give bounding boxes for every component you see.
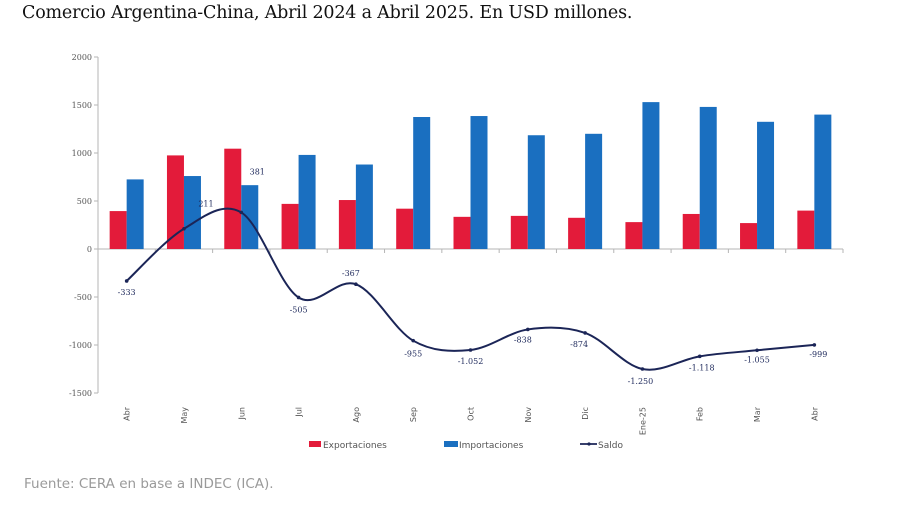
saldo-point <box>640 367 645 371</box>
bar-exportaciones <box>682 213 700 249</box>
saldo-data-label: -367 <box>342 269 360 278</box>
legend: Exportaciones Importaciones Saldo <box>309 441 623 451</box>
y-tick-label: -1000 <box>69 341 92 350</box>
saldo-data-label: -1.250 <box>628 377 654 386</box>
saldo-data-label: -1.052 <box>458 357 484 366</box>
bar-importaciones <box>241 185 259 249</box>
bar-importaciones <box>298 154 316 249</box>
bar-exportaciones <box>338 200 356 249</box>
y-axis: 2000 1500 1000 500 0 -500 -1000 -1500 <box>69 53 99 398</box>
saldo-data-label: 381 <box>250 167 265 176</box>
y-tick-label: -1500 <box>69 389 92 398</box>
x-axis: Abr May Jun Jul Ago Sep Oct Nov Dic Ene-25 Feb Mar A… <box>97 248 844 435</box>
saldo-point <box>296 295 301 300</box>
bar-exportaciones <box>740 223 758 249</box>
bar-exportaciones <box>281 203 299 249</box>
saldo-point <box>182 226 186 231</box>
x-tick-label: Feb <box>696 407 705 421</box>
saldo-point <box>583 331 587 335</box>
saldo-data-label: -874 <box>570 340 588 349</box>
saldo-data-label: -505 <box>290 305 308 314</box>
bar-importaciones <box>585 133 603 249</box>
bar-importaciones <box>355 164 373 249</box>
bar-importaciones <box>814 114 832 249</box>
saldo-point <box>526 327 530 332</box>
bar-exportaciones <box>568 217 586 249</box>
saldo-point <box>755 348 759 353</box>
bar-importaciones <box>413 117 431 249</box>
saldo-line-group: -333 211 381 -505 -367 -955 -1.052 -838 -874 -1.2… <box>118 167 828 386</box>
x-tick-label: May <box>180 407 189 424</box>
x-tick-label: Sep <box>409 407 418 422</box>
legend-label-importaciones: Importaciones <box>459 441 524 451</box>
saldo-data-label: -1.118 <box>689 363 715 372</box>
x-tick-label: Ago <box>352 407 361 423</box>
bar-exportaciones <box>224 148 242 249</box>
bar-importaciones <box>757 121 775 249</box>
saldo-data-label: -955 <box>404 350 422 359</box>
saldo-data-label: -1.055 <box>744 355 770 364</box>
x-tick-label: Abr <box>810 406 819 421</box>
legend-swatch-importaciones <box>444 441 458 447</box>
saldo-data-label: -838 <box>514 335 532 344</box>
legend-swatch-exportaciones <box>309 441 321 447</box>
legend-label-exportaciones: Exportaciones <box>323 441 387 451</box>
x-tick-label: Mar <box>753 406 762 422</box>
chart-title: Comercio Argentina-China, Abril 2024 a A… <box>22 3 633 23</box>
saldo-point <box>239 210 244 215</box>
x-tick-label: Nov <box>524 407 533 423</box>
y-tick-label: -500 <box>74 293 92 302</box>
y-tick-label: 2000 <box>72 53 92 62</box>
y-tick-label: 1500 <box>72 101 92 110</box>
bar-importaciones <box>183 176 201 249</box>
bar-exportaciones <box>453 216 471 249</box>
saldo-point <box>468 348 473 352</box>
bar-exportaciones <box>510 215 528 249</box>
saldo-point <box>124 279 129 283</box>
y-tick-label: 0 <box>87 245 92 254</box>
bar-importaciones <box>527 135 545 249</box>
source-note: Fuente: CERA en base a INDEC (ICA). <box>24 476 274 492</box>
saldo-data-label: -333 <box>118 288 136 297</box>
bar-importaciones <box>642 102 660 250</box>
legend-label-saldo: Saldo <box>598 441 623 451</box>
saldo-point <box>354 282 358 287</box>
x-tick-label: Dic <box>581 407 590 420</box>
x-tick-label: Oct <box>467 407 476 421</box>
bar-exportaciones <box>166 155 184 249</box>
bar-exportaciones <box>109 211 127 249</box>
saldo-data-label: -999 <box>809 350 827 359</box>
saldo-point <box>812 343 817 347</box>
bar-importaciones <box>126 179 144 249</box>
saldo-data-label: 211 <box>198 200 213 209</box>
bar-exportaciones <box>625 222 643 249</box>
x-tick-label: Abr <box>123 406 132 421</box>
bar-exportaciones <box>797 210 815 249</box>
bar-exportaciones <box>396 208 414 249</box>
y-tick-label: 1000 <box>72 149 92 158</box>
x-tick-label: Jun <box>237 407 246 421</box>
saldo-point <box>411 338 415 343</box>
y-tick-label: 500 <box>77 197 92 206</box>
saldo-point <box>697 354 702 359</box>
x-tick-label: Ene-25 <box>638 407 647 435</box>
bar-importaciones <box>470 116 488 249</box>
bar-importaciones <box>699 106 717 249</box>
x-tick-label: Jul <box>295 407 304 418</box>
chart: 2000 1500 1000 500 0 -500 -1000 -1500 Abr May Jun… <box>69 53 844 451</box>
legend-marker-saldo <box>587 442 591 446</box>
bars <box>109 102 832 250</box>
